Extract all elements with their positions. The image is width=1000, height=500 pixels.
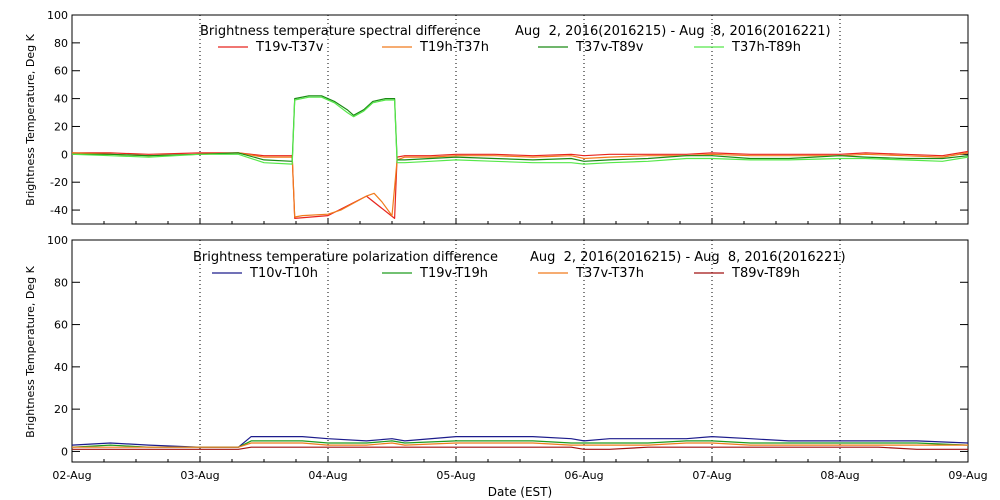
y-tick-label: 40 <box>54 361 68 374</box>
y-tick-label: 100 <box>47 234 68 247</box>
y-tick-label: 0 <box>61 445 68 458</box>
y-tick-label: -40 <box>50 204 68 217</box>
legend-label: T37h-T89h <box>731 40 801 55</box>
y-tick-label: 80 <box>54 37 68 50</box>
x-tick-label: 04-Aug <box>308 469 347 482</box>
x-tick-label: 05-Aug <box>436 469 475 482</box>
series-line-T37v-T89v <box>72 95 969 162</box>
series-line-T37h-T89h <box>71 96 969 165</box>
panel-date-range: Aug 2, 2016(2016215) - Aug 8, 2016(20162… <box>530 250 846 265</box>
plot-frame <box>71 239 969 463</box>
plot-frame <box>71 14 969 225</box>
x-tick-label: 09-Aug <box>948 469 987 482</box>
y-tick-label: 20 <box>54 403 68 416</box>
y-tick-label: 100 <box>47 9 68 22</box>
legend-label: T19h-T37h <box>419 40 489 55</box>
x-tick-label: 02-Aug <box>52 469 91 482</box>
series-line-T10v-T10h <box>71 436 969 448</box>
x-tick-label: 07-Aug <box>692 469 731 482</box>
legend-label: T37v-T37h <box>575 266 644 281</box>
x-tick-label: 06-Aug <box>564 469 603 482</box>
legend-label: T37v-T89v <box>575 40 644 55</box>
spectral-difference-panel: Brightness temperature spectral differen… <box>24 9 969 225</box>
x-tick-label: 08-Aug <box>820 469 859 482</box>
x-tick-label: 03-Aug <box>180 469 219 482</box>
panel-title: Brightness temperature spectral differen… <box>200 24 481 39</box>
legend-label: T10v-T10h <box>249 266 318 281</box>
y-axis-label: Brightness Temperature, Deg K <box>24 265 37 437</box>
legend-label: T19v-T37v <box>255 40 324 55</box>
y-tick-label: 80 <box>54 276 68 289</box>
y-tick-label: 20 <box>54 120 68 133</box>
legend-label: T19v-T19h <box>419 266 488 281</box>
panel-date-range: Aug 2, 2016(2016215) - Aug 8, 2016(20162… <box>515 24 831 39</box>
series-line-T89v-T89h <box>72 446 968 450</box>
y-tick-label: 60 <box>54 319 68 332</box>
y-tick-label: 0 <box>61 148 68 161</box>
y-tick-label: 60 <box>54 65 68 78</box>
y-axis-label: Brightness Temperature, Deg K <box>24 33 37 205</box>
series-line-T19h-T37h <box>71 152 969 218</box>
series-line-T37v-T37h <box>72 442 968 448</box>
polarization-difference-panel: Brightness temperature polarization diff… <box>24 234 988 499</box>
panel-title: Brightness temperature polarization diff… <box>193 250 498 265</box>
x-axis-label: Date (EST) <box>488 485 552 499</box>
series-line-T19v-T37v <box>72 150 969 219</box>
y-tick-label: 40 <box>54 93 68 106</box>
y-tick-label: -20 <box>50 176 68 189</box>
legend-label: T89v-T89h <box>731 266 800 281</box>
series-line-T19v-T19h <box>71 440 969 448</box>
